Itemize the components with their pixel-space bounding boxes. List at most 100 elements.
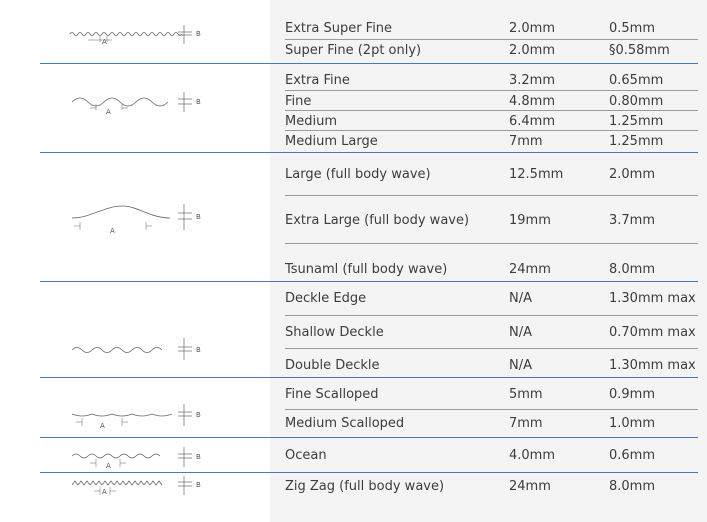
cell-name: Zig Zag (full body wave): [285, 478, 445, 494]
dimension-a-label: A: [110, 227, 115, 235]
row-divider: [285, 90, 698, 91]
cell-a: 7mm: [509, 133, 543, 149]
wave-diagram-fine: A B: [60, 90, 220, 120]
cell-a: 4.0mm: [509, 447, 556, 463]
dimension-b-label: B: [196, 213, 201, 221]
cell-a: 19mm: [509, 212, 551, 228]
table-row: Extra Super Fine 2.0mm 0.5mm: [270, 18, 707, 38]
cell-b: 0.9mm: [609, 386, 656, 402]
dimension-b-label: B: [196, 481, 201, 489]
cell-b: 1.30mm max: [609, 290, 696, 306]
table-row: Medium Large 7mm 1.25mm: [270, 131, 707, 151]
table-row: Fine 4.8mm 0.80mm: [270, 91, 707, 111]
cell-a: 3.2mm: [509, 72, 556, 88]
cell-a: 12.5mm: [509, 166, 564, 182]
cell-a: N/A: [509, 324, 532, 340]
cell-name: Extra Fine: [285, 72, 350, 88]
dimension-a-label: A: [102, 38, 107, 46]
wave-diagram-large: A B: [60, 200, 220, 240]
cell-name: Super Fine (2pt only): [285, 42, 422, 58]
table-row: Shallow Deckle N/A 0.70mm max: [270, 322, 707, 342]
cell-b: 8.0mm: [609, 261, 656, 277]
cell-a: 24mm: [509, 478, 551, 494]
cell-b: 0.80mm: [609, 93, 664, 109]
wave-diagram-ocean: A B: [60, 446, 220, 472]
group-divider: [40, 437, 698, 438]
wave-diagram-scalloped: A B: [60, 402, 220, 432]
wave-diagram-extra-super-fine: A B: [60, 22, 220, 52]
row-divider: [285, 39, 698, 40]
wave-diagram-deckle: B: [60, 336, 220, 366]
dimension-a-label: A: [106, 108, 111, 116]
cell-name: Medium: [285, 113, 337, 129]
row-divider: [285, 243, 698, 244]
dimension-b-label: B: [196, 98, 201, 106]
group-divider: [40, 472, 698, 473]
row-divider: [285, 315, 698, 316]
cell-a: 6.4mm: [509, 113, 556, 129]
dimension-a-label: A: [100, 422, 105, 430]
table-row: Tsunaml (full body wave) 24mm 8.0mm: [270, 259, 707, 279]
cell-b: 3.7mm: [609, 212, 656, 228]
dimension-b-label: B: [196, 346, 201, 354]
table-row: Medium 6.4mm 1.25mm: [270, 111, 707, 131]
table-row: Super Fine (2pt only) 2.0mm §0.58mm: [270, 40, 707, 60]
dimension-b-label: B: [196, 30, 201, 38]
table-row: Extra Large (full body wave) 19mm 3.7mm: [270, 210, 707, 230]
table-row: Fine Scalloped 5mm 0.9mm: [270, 384, 707, 404]
table-row: Double Deckle N/A 1.30mm max: [270, 355, 707, 375]
cell-a: 2.0mm: [509, 42, 556, 58]
group-divider: [40, 63, 698, 64]
cell-name: Extra Large (full body wave): [285, 212, 470, 228]
cell-b: 1.30mm max: [609, 357, 696, 373]
cell-b: 8.0mm: [609, 478, 656, 494]
group-divider: [40, 377, 698, 378]
cell-name: Medium Scalloped: [285, 415, 405, 431]
cell-name: Medium Large: [285, 133, 378, 149]
row-divider: [285, 130, 698, 131]
cell-a: N/A: [509, 290, 532, 306]
cell-name: Large (full body wave): [285, 166, 431, 182]
cell-a: 7mm: [509, 415, 543, 431]
cell-a: 24mm: [509, 261, 551, 277]
table-row: Zig Zag (full body wave) 24mm 8.0mm: [270, 476, 707, 496]
table-row: Large (full body wave) 12.5mm 2.0mm: [270, 164, 707, 184]
cell-a: 4.8mm: [509, 93, 556, 109]
dimension-b-label: B: [196, 453, 201, 461]
cell-b: §0.58mm: [609, 42, 670, 58]
dimension-a-label: A: [106, 462, 111, 470]
table-row: Extra Fine 3.2mm 0.65mm: [270, 70, 707, 90]
cell-name: Double Deckle: [285, 357, 380, 373]
cell-b: 1.25mm: [609, 133, 664, 149]
group-divider: [40, 281, 698, 282]
table-row: Medium Scalloped 7mm 1.0mm: [270, 413, 707, 433]
diagram-panel: [0, 0, 270, 522]
dimension-a-label: A: [102, 488, 107, 496]
row-divider: [285, 348, 698, 349]
cell-name: Shallow Deckle: [285, 324, 384, 340]
cell-name: Ocean: [285, 447, 327, 463]
cell-b: 1.0mm: [609, 415, 656, 431]
cell-b: 2.0mm: [609, 166, 656, 182]
row-divider: [285, 195, 698, 196]
dimension-b-label: B: [196, 411, 201, 419]
cell-name: Fine: [285, 93, 312, 109]
row-divider: [285, 110, 698, 111]
cell-b: 1.25mm: [609, 113, 664, 129]
cell-b: 0.65mm: [609, 72, 664, 88]
row-divider: [285, 409, 698, 410]
cell-b: 0.5mm: [609, 20, 656, 36]
cell-a: 5mm: [509, 386, 543, 402]
table-row: Ocean 4.0mm 0.6mm: [270, 445, 707, 465]
table-row: Deckle Edge N/A 1.30mm max: [270, 288, 707, 308]
group-divider: [40, 152, 698, 153]
cell-name: Extra Super Fine: [285, 20, 393, 36]
cell-a: N/A: [509, 357, 532, 373]
cell-name: Tsunaml (full body wave): [285, 261, 448, 277]
cell-name: Fine Scalloped: [285, 386, 379, 402]
cell-b: 0.70mm max: [609, 324, 696, 340]
cell-b: 0.6mm: [609, 447, 656, 463]
wave-diagram-zigzag: A B: [60, 475, 220, 503]
cell-name: Deckle Edge: [285, 290, 367, 306]
cell-a: 2.0mm: [509, 20, 556, 36]
